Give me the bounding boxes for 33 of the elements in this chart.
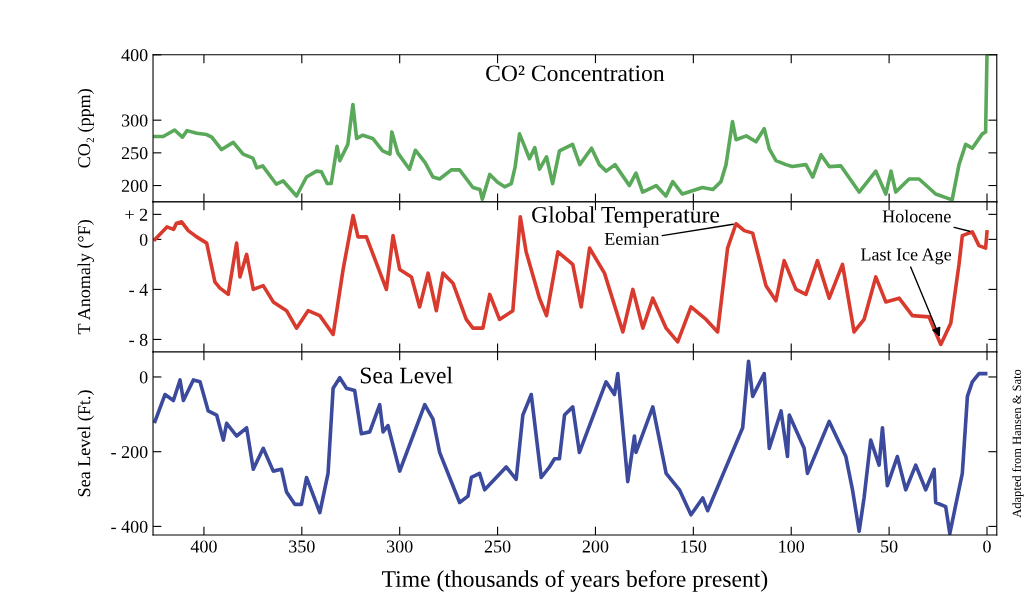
y-axis-title: T Anomaly (°F) — [77, 220, 94, 335]
x-axis-title: Time (thousands of years before present) — [382, 570, 768, 592]
y-tick-label: - 8 — [129, 333, 148, 346]
x-tick-label: 200 — [582, 540, 609, 553]
y-tick-label: 200 — [121, 179, 148, 192]
y-tick-label: 250 — [121, 147, 148, 160]
y-tick-label: 300 — [121, 114, 148, 127]
y-axis-title: CO₂ (ppm) — [77, 89, 94, 168]
text: Adapted from Hansen & Sato — [1012, 369, 1024, 518]
chart-title: Global Temperature — [532, 206, 720, 228]
y-tick-label: 0 — [139, 371, 148, 384]
y-axis-title: Sea Level (Ft.) — [77, 390, 94, 497]
annotation: Eemian — [604, 232, 660, 245]
x-tick-label: 150 — [681, 540, 707, 553]
line-series — [153, 54, 989, 202]
y-tick-label: - 4 — [129, 283, 148, 296]
y-tick-label: 400 — [121, 49, 148, 62]
chart-title: CO² Concentration — [486, 65, 665, 82]
annotation: Holocene — [882, 209, 951, 223]
x-tick-label: 50 — [881, 540, 898, 553]
y-tick-label: 0 — [139, 233, 148, 246]
x-tick-label: 100 — [779, 540, 805, 553]
x-tick-label: 400 — [190, 540, 217, 553]
x-tick-label: 0 — [983, 540, 991, 553]
chart-title: Sea Level — [360, 366, 453, 384]
y-tick-label: - 400 — [111, 520, 148, 533]
line-series — [153, 359, 988, 536]
y-tick-label: + 2 — [125, 208, 148, 221]
x-tick-label: 350 — [289, 540, 315, 553]
annotation: Last Ice Age — [860, 248, 952, 265]
x-tick-label: 300 — [387, 540, 413, 553]
y-tick-label: - 200 — [111, 445, 148, 459]
x-tick-label: 250 — [484, 540, 511, 553]
